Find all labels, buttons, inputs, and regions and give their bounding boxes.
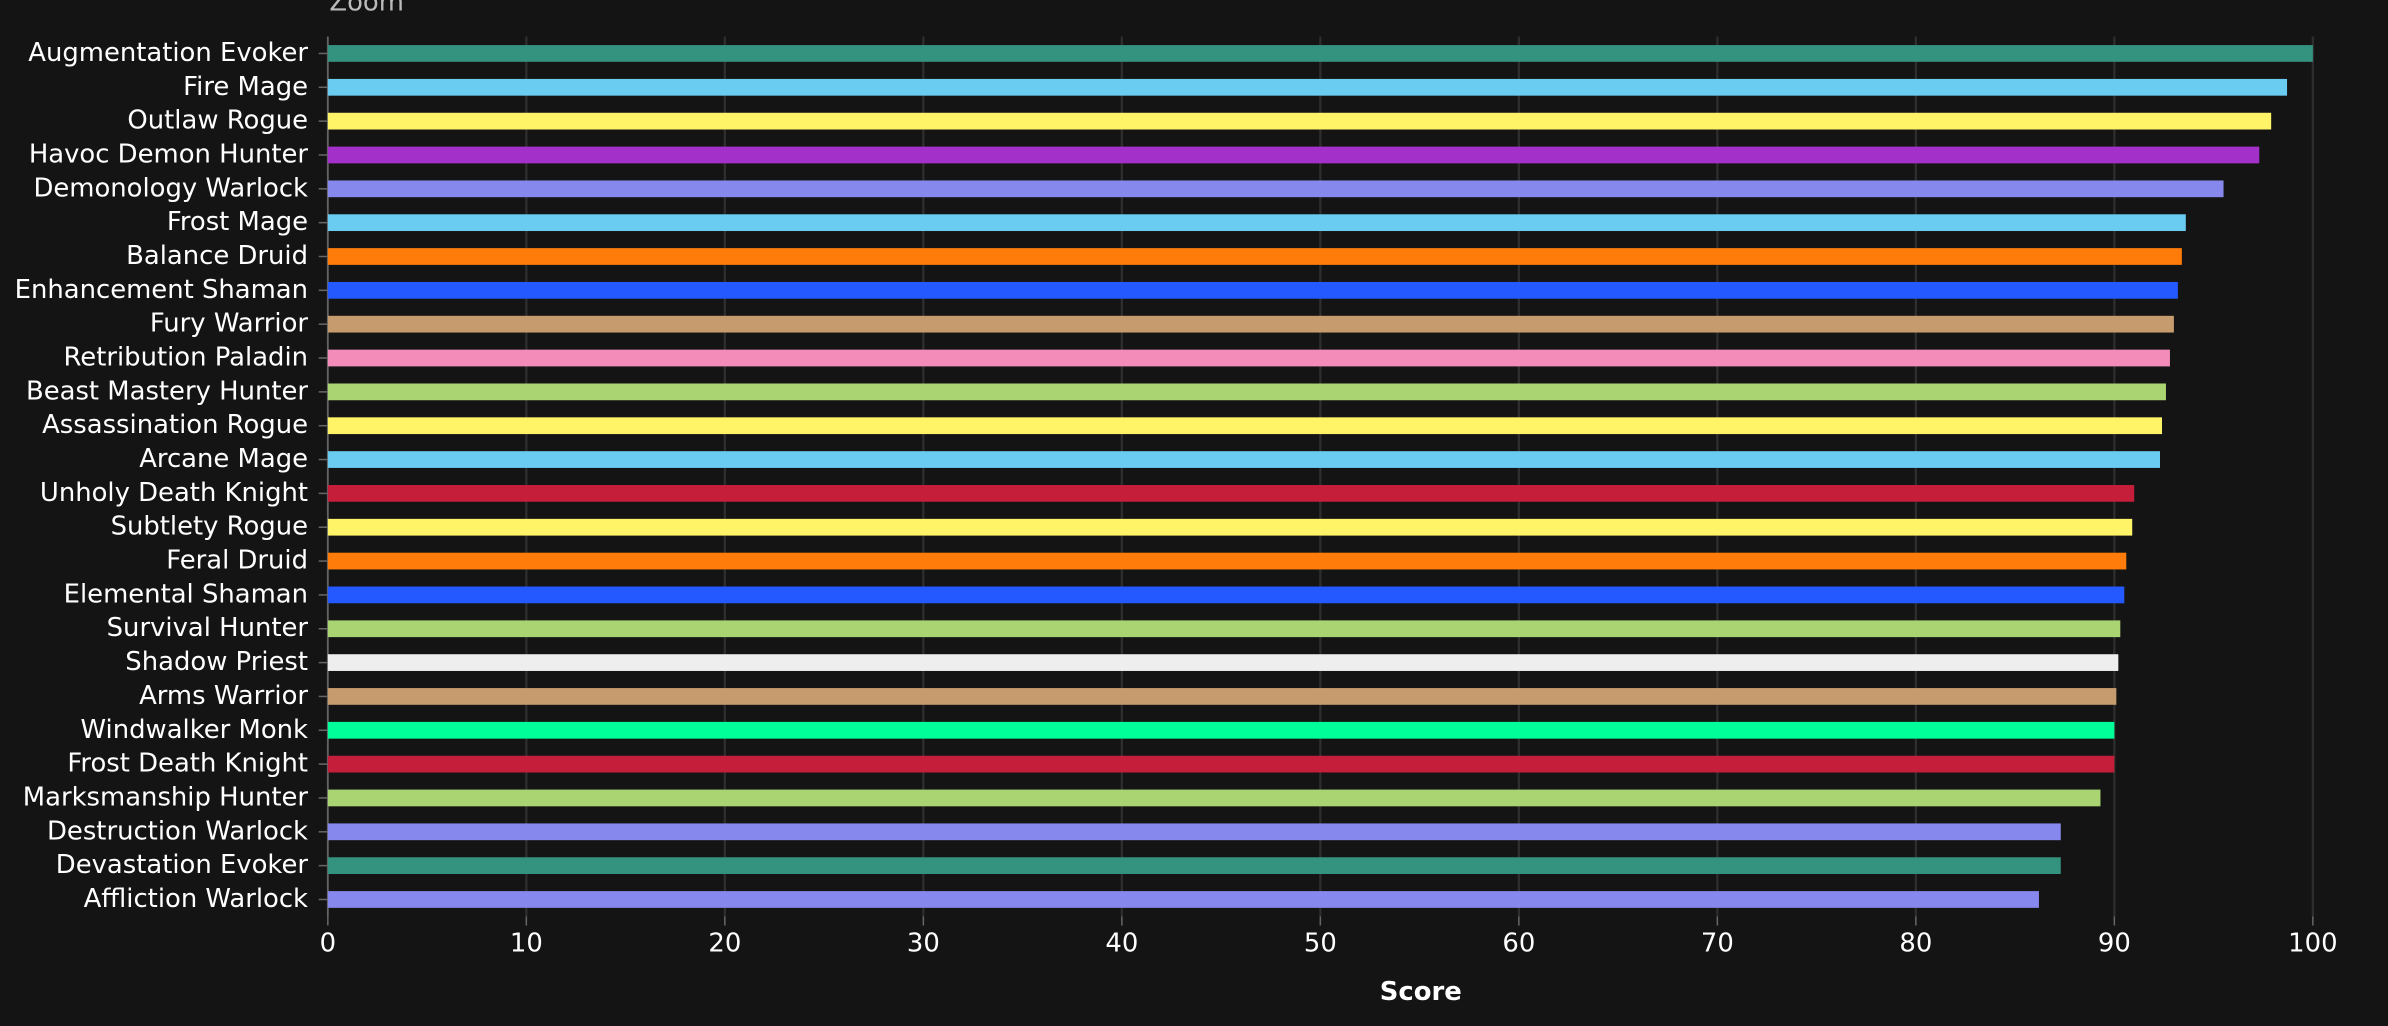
bar xyxy=(327,281,2178,299)
bar xyxy=(327,789,2101,807)
bar xyxy=(327,688,2117,705)
y-tick-label: Devastation Evoker xyxy=(56,850,309,880)
bar xyxy=(327,823,2061,841)
x-tick-label: 10 xyxy=(510,928,543,958)
y-tick-label: Demonology Warlock xyxy=(33,173,308,203)
bar xyxy=(327,180,2224,198)
y-tick-label: Arms Warrior xyxy=(139,681,308,711)
bar xyxy=(327,891,2039,908)
y-tick-label: Balance Druid xyxy=(126,241,308,271)
bar xyxy=(327,485,2135,502)
x-tick-label: 20 xyxy=(708,928,741,958)
bar xyxy=(327,214,2186,232)
x-tick-label: 60 xyxy=(1502,928,1535,958)
x-tick-label: 30 xyxy=(907,928,940,958)
y-tick-label: Assassination Rogue xyxy=(42,410,308,440)
bar xyxy=(327,654,2119,671)
x-tick-label: 40 xyxy=(1105,928,1138,958)
bar xyxy=(327,857,2061,875)
bar xyxy=(327,417,2162,435)
bar xyxy=(327,755,2115,773)
y-tick-label: Unholy Death Knight xyxy=(40,478,308,508)
y-tick-label: Feral Druid xyxy=(166,546,308,576)
y-tick-label: Destruction Warlock xyxy=(47,816,308,846)
y-tick-label: Havoc Demon Hunter xyxy=(29,139,309,169)
x-tick-label: 100 xyxy=(2288,928,2337,958)
x-tick-label: 50 xyxy=(1304,928,1337,958)
bar xyxy=(327,315,2174,333)
x-tick-label: 0 xyxy=(320,928,336,958)
x-tick-label: 90 xyxy=(2098,928,2131,958)
y-tick-label: Affliction Warlock xyxy=(84,884,308,914)
y-tick-label: Arcane Mage xyxy=(139,444,308,474)
y-tick-label: Beast Mastery Hunter xyxy=(26,376,308,406)
bar xyxy=(327,78,2288,96)
y-tick-label: Windwalker Monk xyxy=(81,715,309,745)
bar xyxy=(327,552,2127,570)
zoom-label[interactable]: Zoom xyxy=(329,0,404,18)
y-tick-label: Augmentation Evoker xyxy=(28,38,308,68)
y-tick-label: Shadow Priest xyxy=(125,647,308,677)
bar xyxy=(327,383,2166,401)
y-tick-label: Subtlety Rogue xyxy=(111,512,308,542)
bar xyxy=(327,721,2115,739)
bar xyxy=(327,248,2182,265)
bar xyxy=(327,518,2133,536)
y-tick-label: Survival Hunter xyxy=(107,613,309,643)
x-axis-title: Score xyxy=(1380,977,1462,1007)
y-tick-label: Fire Mage xyxy=(183,72,308,102)
bar xyxy=(327,349,2170,367)
x-tick-label: 70 xyxy=(1701,928,1734,958)
y-tick-label: Fury Warrior xyxy=(150,309,309,339)
bar xyxy=(327,620,2121,638)
bar xyxy=(327,451,2161,468)
bar xyxy=(327,586,2125,604)
y-tick-label: Retribution Paladin xyxy=(64,343,309,373)
bar xyxy=(327,112,2272,130)
y-tick-label: Marksmanship Hunter xyxy=(23,782,309,812)
y-tick-label: Frost Death Knight xyxy=(67,749,308,779)
x-tick-label: 80 xyxy=(1899,928,1932,958)
y-tick-label: Elemental Shaman xyxy=(64,579,308,609)
y-tick-label: Frost Mage xyxy=(167,207,308,237)
bar xyxy=(327,146,2260,164)
y-tick-label: Outlaw Rogue xyxy=(127,106,308,136)
y-tick-label: Enhancement Shaman xyxy=(15,275,308,305)
bar xyxy=(327,45,2313,62)
